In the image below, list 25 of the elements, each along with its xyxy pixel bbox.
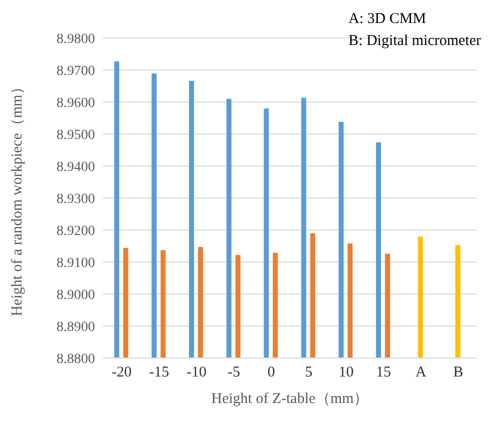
y-tick-label: 8.8900 [56, 320, 95, 335]
y-tick-label: 8.9500 [56, 128, 95, 143]
x-tick-label: 5 [304, 364, 312, 381]
y-axis-title: Height of a random workpiece（mm） [9, 80, 26, 316]
y-tick-label: 8.9200 [56, 224, 95, 239]
x-axis-title: Height of Z-table（mm） [211, 391, 369, 407]
y-tick-label: 8.9400 [56, 160, 95, 175]
x-tick-label: -10 [186, 364, 206, 381]
x-tick-label: -20 [112, 364, 132, 381]
x-tick-label: 10 [338, 364, 354, 381]
annotation: B: Digital micrometer [348, 32, 481, 51]
y-tick-label: 8.9100 [56, 256, 95, 271]
x-tick-label: -15 [149, 364, 170, 381]
x-tick-label: A [415, 364, 426, 381]
x-tick-label: 15 [376, 364, 391, 381]
y-tick-label: 8.9800 [56, 32, 95, 47]
x-tick-label: -5 [228, 364, 240, 381]
y-tick-label: 8.9600 [56, 96, 95, 111]
y-tick-label: 8.9700 [56, 64, 95, 79]
x-tick-label: 0 [268, 364, 276, 381]
x-tick-label: B [453, 364, 464, 381]
text: A: 3D CMM [348, 10, 428, 29]
y-tick-label: 8.9300 [56, 192, 95, 207]
y-tick-label: 8.9000 [56, 288, 95, 303]
y-tick-label: 8.8800 [56, 352, 95, 367]
